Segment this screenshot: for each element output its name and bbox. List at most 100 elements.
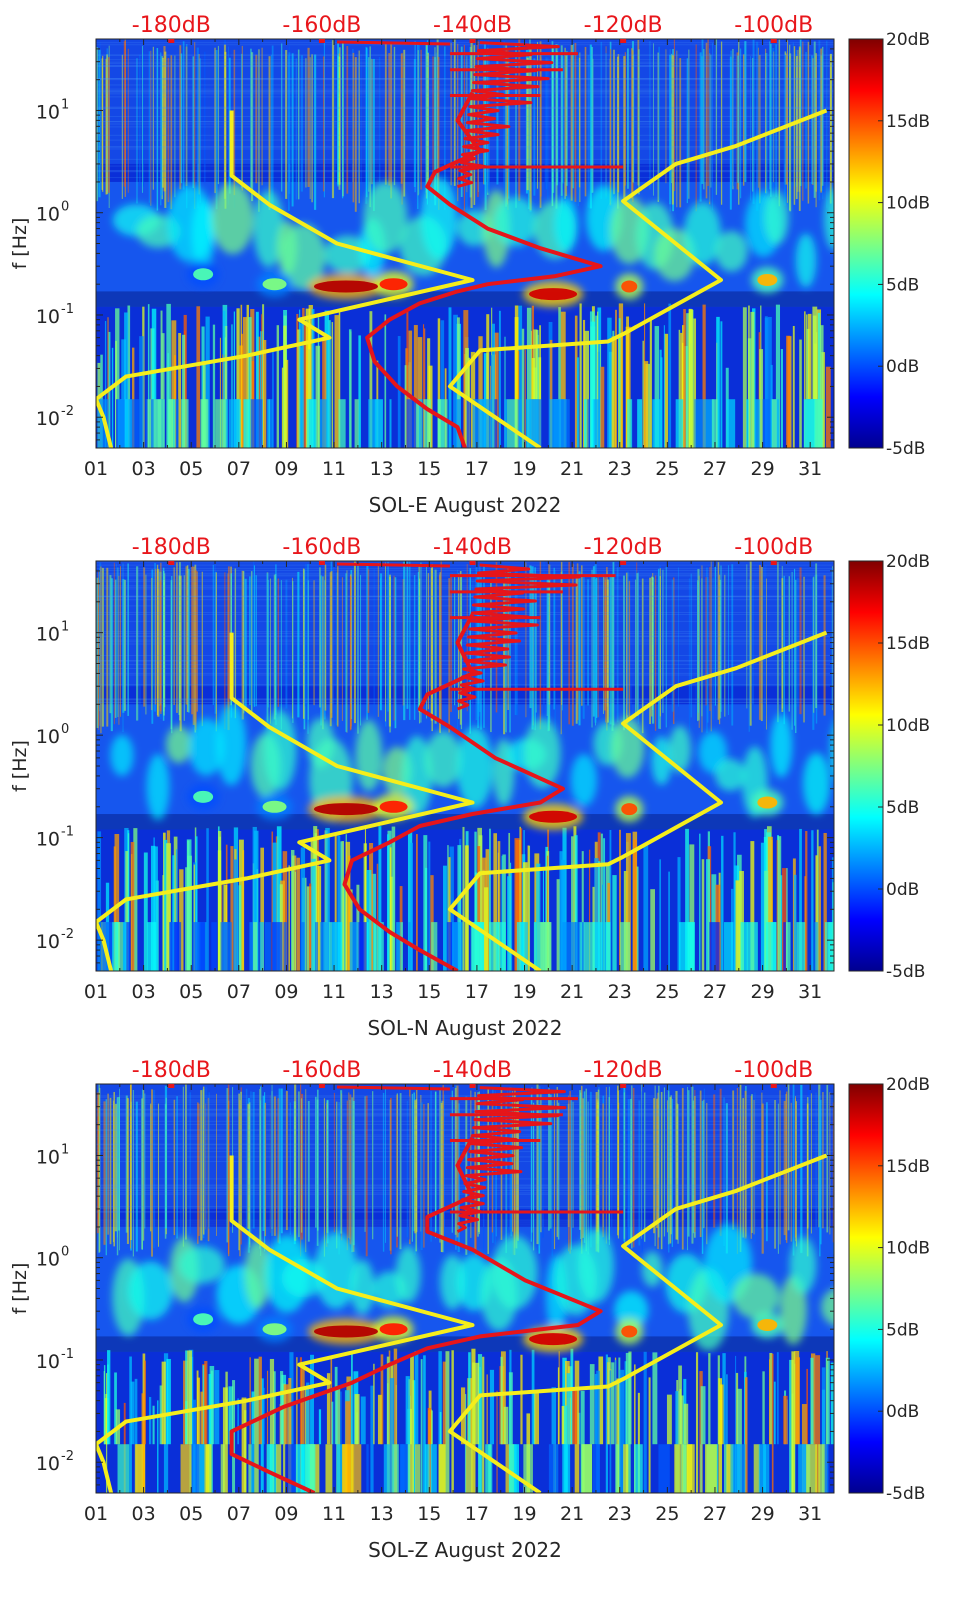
x-axis-title: SOL-N August 2022 — [367, 1016, 562, 1040]
psd-red-jagged — [456, 563, 581, 711]
x-tick-label: 23 — [608, 1503, 632, 1525]
hot-spot — [262, 1323, 287, 1336]
x-axis-title: SOL-E August 2022 — [369, 493, 562, 517]
top-db-label: -120dB — [584, 1058, 663, 1083]
x-tick-label: 31 — [798, 1503, 822, 1525]
high-noise-model-curve — [447, 108, 828, 448]
top-db-label: -100dB — [734, 13, 813, 38]
y-tick-label: 10 — [36, 1351, 60, 1373]
y-tick-exponent: 1 — [61, 620, 69, 635]
hot-spot — [529, 288, 578, 301]
colorbar-tick-label: 10dB — [886, 716, 930, 736]
psd-red-curve — [365, 91, 603, 448]
x-tick-label: 13 — [370, 1503, 394, 1525]
x-tick-label: 13 — [370, 981, 394, 1003]
high-band — [96, 1084, 834, 1209]
top-db-label: -180dB — [132, 535, 211, 560]
x-tick-label: 27 — [703, 981, 727, 1003]
top-db-marker — [168, 561, 175, 565]
x-tick-label: 07 — [227, 1503, 251, 1525]
y-tick-label: 10 — [36, 624, 60, 646]
x-tick-label: 21 — [560, 981, 584, 1003]
hot-spot — [757, 1318, 778, 1331]
top-db-axis: -180dB -160dB -140dB -120dB -100dB — [132, 1058, 813, 1088]
y-tick-exponent: -1 — [61, 1347, 74, 1362]
x-tick-label: 17 — [465, 1503, 489, 1525]
noise-curves — [96, 562, 828, 971]
hot-spot — [262, 800, 287, 813]
y-tick-exponent: 0 — [61, 1245, 69, 1260]
top-db-marker — [318, 561, 325, 565]
top-db-axis: -180dB -160dB -140dB -120dB -100dB — [132, 535, 813, 565]
spectrogram — [96, 39, 834, 448]
y-tick-label: 10 — [36, 101, 60, 123]
colorbar-tick-label: 20dB — [886, 30, 930, 50]
psd-red-jagged — [457, 41, 560, 189]
colorbar-tick-label: 0dB — [886, 880, 919, 900]
y-tick-label: 10 — [36, 306, 60, 328]
bottom-band — [97, 399, 823, 448]
top-db-marker — [620, 39, 627, 43]
top-db-marker — [318, 1084, 325, 1088]
x-axis: 01 03 05 07 09 11 13 15 17 19 21 23 25 27 29 31 — [84, 39, 835, 480]
y-tick-label: 10 — [36, 408, 60, 430]
x-tick-label: 07 — [227, 458, 251, 480]
x-tick-label: 31 — [798, 458, 822, 480]
x-tick-label: 13 — [370, 458, 394, 480]
top-db-label: -120dB — [584, 535, 663, 560]
top-db-label: -100dB — [734, 1058, 813, 1083]
psd-red-jagged — [456, 1086, 567, 1233]
top-db-marker — [620, 1084, 627, 1088]
hot-spot — [379, 1323, 408, 1336]
low-band-streaks — [97, 826, 834, 971]
top-db-marker — [620, 561, 627, 565]
x-tick-label: 05 — [179, 458, 203, 480]
y-tick-label: 10 — [36, 931, 60, 953]
top-db-label: -160dB — [282, 13, 361, 38]
bottom-band — [117, 1444, 829, 1493]
y-tick-exponent: -2 — [61, 927, 74, 942]
y-tick-label: 10 — [36, 1453, 60, 1475]
hot-spot — [313, 803, 378, 816]
psd-red-top-line — [336, 40, 450, 46]
y-tick-exponent: 0 — [61, 722, 69, 737]
hot-spot — [193, 790, 214, 803]
y-tick-exponent: -1 — [61, 302, 74, 317]
x-tick-label: 27 — [703, 458, 727, 480]
low-noise-model-curve — [96, 632, 475, 971]
x-tick-label: 19 — [512, 1503, 536, 1525]
x-tick-label: 27 — [703, 1503, 727, 1525]
x-tick-label: 07 — [227, 981, 251, 1003]
high-band-streaks — [96, 1084, 834, 1257]
colorbar-tick-label: 0dB — [886, 1402, 919, 1422]
top-db-marker — [469, 1084, 476, 1088]
x-tick-label: 29 — [750, 458, 774, 480]
top-db-marker — [770, 561, 777, 565]
low-band-streaks — [97, 303, 831, 448]
x-tick-label: 31 — [798, 981, 822, 1003]
x-tick-label: 15 — [417, 981, 441, 1003]
x-tick-label: 15 — [417, 458, 441, 480]
x-tick-label: 01 — [84, 981, 108, 1003]
x-tick-label: 01 — [84, 458, 108, 480]
low-noise-model-curve — [96, 110, 475, 448]
hot-spot — [262, 278, 287, 291]
psd-red-top-line — [336, 1085, 450, 1091]
hot-spot — [379, 278, 408, 291]
top-db-label: -160dB — [282, 1058, 361, 1083]
colorbar: 20dB 15dB 10dB 5dB 0dB -5dB — [848, 1075, 930, 1504]
hot-spot — [529, 1333, 578, 1346]
x-tick-label: 29 — [750, 1503, 774, 1525]
x-tick-label: 15 — [417, 1503, 441, 1525]
y-tick-exponent: -2 — [61, 1449, 74, 1464]
psd-red-top-line — [336, 562, 450, 568]
x-tick-label: 03 — [132, 981, 156, 1003]
hot-spot — [193, 1313, 214, 1326]
x-tick-label: 11 — [322, 458, 346, 480]
y-tick-label: 10 — [36, 829, 60, 851]
